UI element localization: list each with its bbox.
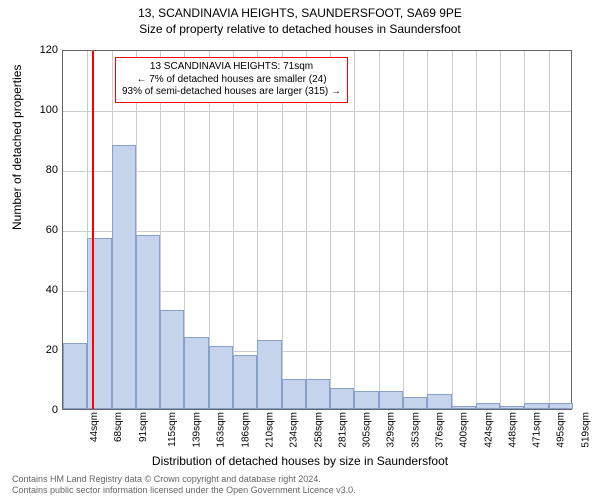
gridline-v	[452, 51, 453, 409]
footer-line1: Contains HM Land Registry data © Crown c…	[12, 474, 356, 485]
y-tick-label: 60	[28, 224, 58, 236]
footer-line2: Contains public sector information licen…	[12, 485, 356, 496]
histogram-bar	[549, 403, 573, 409]
histogram-bar	[282, 379, 306, 409]
gridline-h	[63, 231, 571, 232]
x-tick-label: 258sqm	[313, 412, 324, 448]
gridline-v	[403, 51, 404, 409]
x-tick-label: 139sqm	[192, 412, 203, 448]
x-tick-label: 305sqm	[362, 412, 373, 448]
x-tick-label: 424sqm	[483, 412, 494, 448]
x-axis-label: Distribution of detached houses by size …	[0, 454, 600, 468]
y-tick-label: 40	[28, 284, 58, 296]
histogram-bar	[427, 394, 451, 409]
x-tick-label: 400sqm	[459, 412, 470, 448]
histogram-bar	[524, 403, 548, 409]
x-tick-label: 353sqm	[410, 412, 421, 448]
histogram-bar	[379, 391, 403, 409]
x-tick-label: 376sqm	[435, 412, 446, 448]
x-tick-label: 519sqm	[580, 412, 591, 448]
x-tick-label: 329sqm	[386, 412, 397, 448]
x-tick-label: 115sqm	[167, 412, 178, 447]
histogram-bar	[306, 379, 330, 409]
x-tick-label: 68sqm	[113, 412, 124, 442]
gridline-v	[282, 51, 283, 409]
gridline-v	[427, 51, 428, 409]
gridline-v	[306, 51, 307, 409]
x-tick-label: 210sqm	[265, 412, 276, 448]
y-axis-label: Number of detached properties	[10, 65, 24, 230]
x-tick-label: 448sqm	[507, 412, 518, 448]
annotation-box: 13 SCANDINAVIA HEIGHTS: 71sqm← 7% of det…	[115, 57, 348, 103]
histogram-bar	[209, 346, 233, 409]
gridline-v	[330, 51, 331, 409]
plot-area: 13 SCANDINAVIA HEIGHTS: 71sqm← 7% of det…	[62, 50, 572, 410]
y-tick-label: 20	[28, 344, 58, 356]
x-tick-label: 186sqm	[240, 412, 251, 448]
chart-title-block: 13, SCANDINAVIA HEIGHTS, SAUNDERSFOOT, S…	[0, 0, 600, 36]
histogram-bar	[184, 337, 208, 409]
marker-line	[92, 51, 94, 409]
gridline-v	[476, 51, 477, 409]
y-tick-label: 80	[28, 164, 58, 176]
histogram-bar	[63, 343, 87, 409]
y-tick-label: 100	[28, 104, 58, 116]
histogram-bar	[257, 340, 281, 409]
y-tick-label: 0	[28, 404, 58, 416]
histogram-bar	[160, 310, 184, 409]
histogram-bar	[136, 235, 160, 409]
gridline-v	[379, 51, 380, 409]
histogram-bar	[476, 403, 500, 409]
x-tick-label: 495sqm	[556, 412, 567, 448]
gridline-v	[354, 51, 355, 409]
histogram-bar	[87, 238, 111, 409]
histogram-bar	[452, 406, 476, 409]
footer: Contains HM Land Registry data © Crown c…	[12, 474, 356, 496]
x-tick-label: 281sqm	[337, 412, 348, 448]
gridline-h	[63, 111, 571, 112]
histogram-bar	[330, 388, 354, 409]
x-tick-label: 44sqm	[89, 412, 100, 442]
x-tick-label: 91sqm	[138, 412, 149, 442]
chart-title-line2: Size of property relative to detached ho…	[0, 22, 600, 36]
x-tick-label: 234sqm	[289, 412, 300, 448]
annotation-line3: 93% of semi-detached houses are larger (…	[122, 86, 341, 99]
annotation-line2: ← 7% of detached houses are smaller (24)	[122, 74, 341, 87]
gridline-h	[63, 171, 571, 172]
chart-title-line1: 13, SCANDINAVIA HEIGHTS, SAUNDERSFOOT, S…	[0, 6, 600, 20]
gridline-v	[524, 51, 525, 409]
x-tick-label: 163sqm	[216, 412, 227, 448]
y-tick-label: 120	[28, 44, 58, 56]
annotation-line1: 13 SCANDINAVIA HEIGHTS: 71sqm	[122, 61, 341, 74]
histogram-bar	[354, 391, 378, 409]
gridline-v	[500, 51, 501, 409]
gridline-v	[549, 51, 550, 409]
histogram-bar	[112, 145, 136, 409]
x-tick-label: 471sqm	[532, 412, 543, 448]
histogram-bar	[403, 397, 427, 409]
histogram-bar	[233, 355, 257, 409]
histogram-bar	[500, 406, 524, 409]
